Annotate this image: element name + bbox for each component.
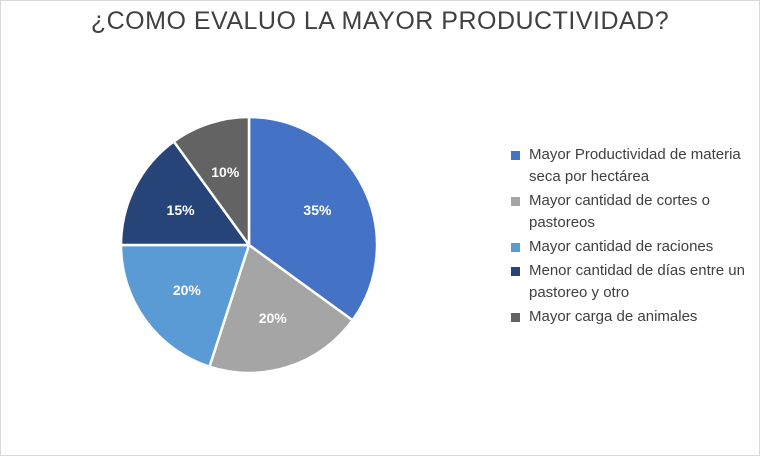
pie-slice-3 — [119, 243, 251, 368]
legend-item-5: Mayor carga de animales — [511, 306, 751, 328]
legend-label: Mayor carga de animales — [529, 308, 698, 325]
pie-data-label-2: 20% — [259, 310, 288, 326]
chart-title: ¿COMO EVALUO LA MAYOR PRODUCTIVIDAD? — [90, 7, 670, 35]
legend-label: Mayor Productividad de materia seca por … — [529, 146, 741, 185]
legend-swatch — [511, 313, 520, 322]
legend-item-4: Menor cantidad de días entre un pastoreo… — [511, 260, 751, 304]
legend-label: Menor cantidad de días entre un pastoreo… — [529, 262, 745, 301]
pie-data-label-5: 10% — [211, 164, 240, 180]
pie-slice-4 — [119, 140, 251, 247]
legend: Mayor Productividad de materia seca por … — [511, 144, 751, 330]
legend-item-3: Mayor cantidad de raciones — [511, 236, 751, 258]
legend-label: Mayor cantidad de cortes o pastoreos — [529, 192, 710, 231]
pie-slice-5 — [172, 115, 251, 247]
legend-swatch — [511, 243, 520, 252]
pie-data-label-4: 15% — [167, 202, 196, 218]
legend-swatch — [511, 267, 520, 276]
legend-swatch — [511, 197, 520, 206]
pie-data-label-1: 35% — [303, 202, 332, 218]
legend-label: Mayor cantidad de raciones — [529, 238, 714, 255]
legend-item-2: Mayor cantidad de cortes o pastoreos — [511, 190, 751, 234]
pie-slice-2 — [208, 243, 354, 375]
pie-slice-1 — [247, 115, 379, 322]
legend-swatch — [511, 151, 520, 160]
pie-data-label-3: 20% — [173, 282, 202, 298]
legend-item-1: Mayor Productividad de materia seca por … — [511, 144, 751, 188]
